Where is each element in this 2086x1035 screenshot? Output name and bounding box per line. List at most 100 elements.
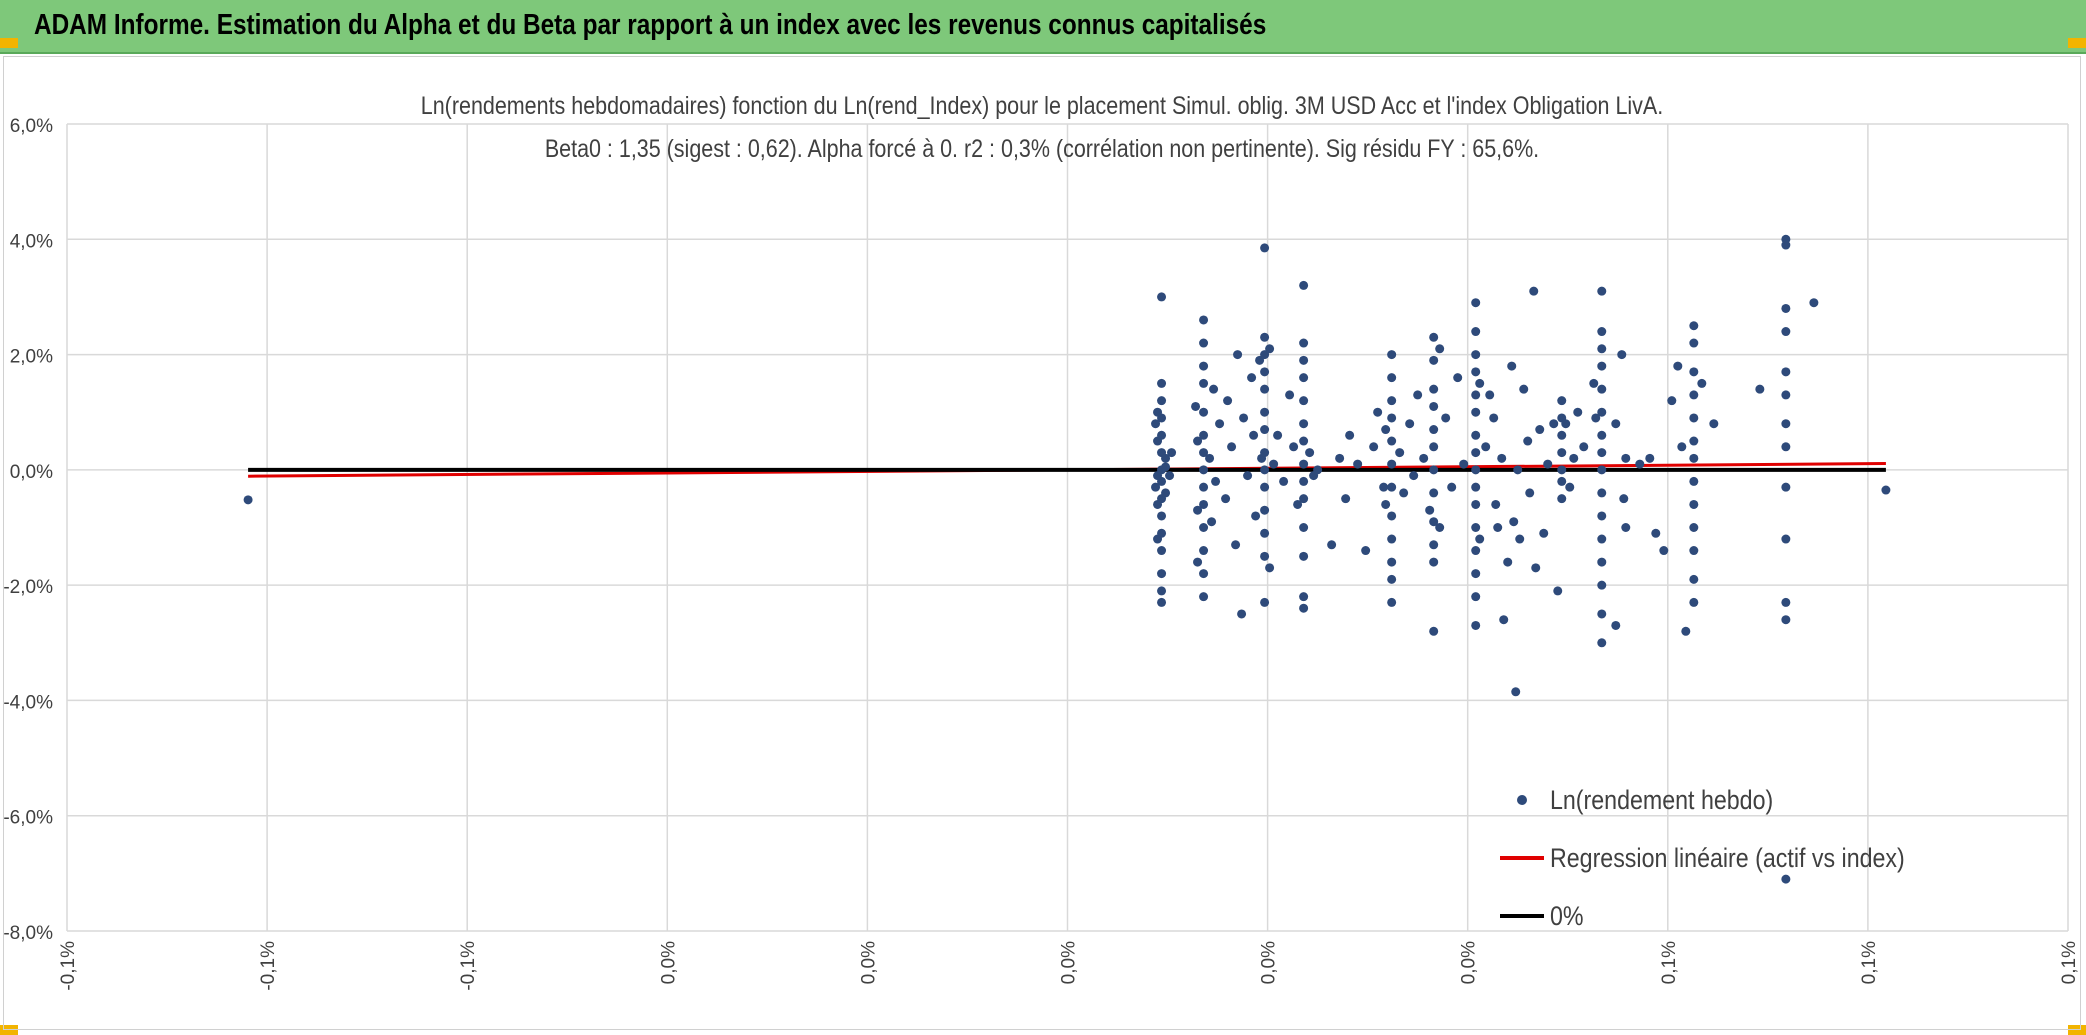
data-point (1299, 592, 1309, 602)
data-point (1689, 367, 1699, 377)
data-point (1157, 586, 1167, 596)
x-tick-label: 0,0% (1459, 941, 1480, 984)
data-point (1199, 546, 1209, 556)
axis-ticks: -8,0% -6,0% -4,0% -2,0% 0,0% 2,0% 4,0% 6,0% -0,1… (3, 116, 2080, 991)
data-point (1299, 280, 1309, 290)
data-point (1435, 344, 1445, 354)
data-point (1157, 396, 1167, 406)
data-point (1285, 390, 1295, 400)
data-point (1405, 419, 1415, 429)
data-point (1557, 476, 1567, 486)
x-tick-label: -0,1% (258, 941, 279, 991)
data-point (1539, 528, 1549, 538)
data-point (1471, 620, 1481, 630)
data-point (1239, 413, 1249, 423)
series-points (243, 234, 1891, 884)
data-point (1223, 396, 1233, 406)
data-point (1279, 476, 1289, 486)
data-point (1199, 448, 1209, 458)
data-point (1475, 534, 1485, 544)
data-point (1299, 603, 1309, 613)
data-point (1755, 384, 1765, 394)
data-point (1153, 499, 1163, 509)
corner-marker-bottom-left (0, 1025, 18, 1035)
data-point (1260, 425, 1270, 435)
data-point (1273, 430, 1283, 440)
data-point (1597, 361, 1607, 371)
data-point (1260, 465, 1270, 475)
y-tick-label: 0,0% (10, 462, 53, 483)
data-point (1781, 615, 1791, 625)
data-point (1781, 442, 1791, 452)
data-point (1597, 430, 1607, 440)
data-point (1565, 482, 1575, 492)
data-point (1485, 390, 1495, 400)
data-point (1677, 442, 1687, 452)
data-point (1689, 321, 1699, 331)
legend-label: Regression linéaire (actif vs index) (1550, 843, 1905, 873)
data-point (1299, 355, 1309, 365)
data-point (1781, 482, 1791, 492)
data-point (1543, 459, 1553, 469)
data-point (1151, 419, 1161, 429)
x-tick-label: 0,0% (1259, 941, 1280, 984)
data-point (1249, 430, 1259, 440)
data-point (1269, 459, 1279, 469)
data-point (1207, 517, 1217, 527)
data-point (1293, 499, 1303, 509)
data-point (1881, 485, 1891, 495)
data-point (1373, 407, 1383, 417)
data-point (1689, 499, 1699, 509)
data-point (1299, 436, 1309, 446)
data-point (1260, 384, 1270, 394)
data-point (1511, 687, 1521, 697)
data-point (1193, 505, 1203, 515)
data-point (1569, 453, 1579, 463)
data-point (1471, 499, 1481, 509)
data-point (1387, 413, 1397, 423)
data-point (1167, 448, 1177, 458)
data-point (1471, 569, 1481, 579)
data-point (1689, 523, 1699, 532)
data-point (1387, 557, 1397, 567)
corner-marker-top-right (2068, 38, 2086, 48)
data-point (1471, 298, 1481, 308)
data-point (1589, 378, 1599, 388)
data-point (1153, 471, 1163, 481)
data-point (1387, 511, 1397, 521)
data-point (1387, 396, 1397, 406)
data-point (1597, 488, 1607, 498)
data-point (1429, 626, 1439, 636)
chart-legend: Ln(rendement hebdo) Regression linéaire (… (1500, 785, 1905, 931)
data-point (1299, 476, 1309, 486)
y-tick-label: -8,0% (3, 923, 53, 944)
data-point (1341, 494, 1351, 504)
data-point (1299, 523, 1309, 532)
data-point (1489, 413, 1499, 423)
data-point (243, 495, 253, 505)
x-tick-label: 0,0% (858, 941, 879, 984)
data-point (1157, 378, 1167, 388)
data-point (1299, 459, 1309, 469)
data-point (1597, 534, 1607, 544)
data-point (1435, 523, 1445, 532)
corner-marker-bottom-right (2068, 1025, 2086, 1035)
data-point (1429, 384, 1439, 394)
data-point (1193, 557, 1203, 567)
data-point (1709, 419, 1719, 429)
data-point (1381, 425, 1391, 435)
data-point (1327, 540, 1337, 550)
x-tick-label: 0,1% (1659, 941, 1680, 984)
data-point (1471, 465, 1481, 475)
data-point (1531, 563, 1541, 573)
data-point (1199, 315, 1209, 325)
data-point (1471, 482, 1481, 492)
data-point (1199, 378, 1209, 388)
data-point (1289, 442, 1299, 452)
data-point (1689, 390, 1699, 400)
data-point (1535, 425, 1545, 435)
data-point (1667, 396, 1677, 406)
data-point (1353, 459, 1363, 469)
data-point (1399, 488, 1409, 498)
data-point (1299, 396, 1309, 406)
